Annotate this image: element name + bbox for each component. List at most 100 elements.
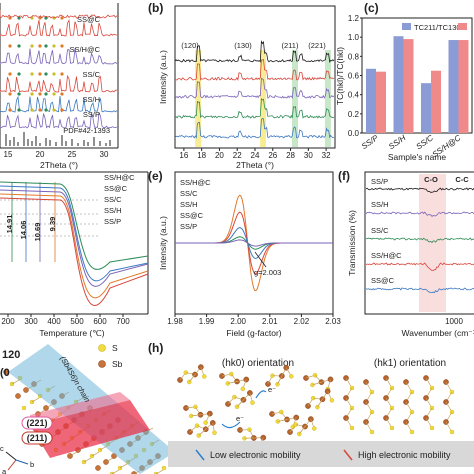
d-xtick-label: 200: [1, 317, 15, 326]
a-xlabel: 2Theta (°): [40, 160, 78, 170]
h-left-unit: [225, 390, 255, 409]
a-xtick: 30: [100, 150, 109, 159]
g-axis-a-line: [7, 459, 17, 471]
f-trace-2: [365, 211, 474, 217]
c-xtick-label: SS/C: [414, 133, 435, 151]
e-xtick-label: 2.01: [262, 317, 278, 326]
h-left-bond: [188, 366, 202, 383]
c-bar: [366, 68, 376, 133]
h-right-s-atom: [389, 425, 395, 431]
a-peak-marker: [8, 72, 12, 76]
h-right-s-atom: [449, 429, 455, 435]
h-electron-path-1: [255, 390, 267, 399]
d-xtick-label: 300: [24, 317, 38, 326]
c-bar: [403, 39, 414, 134]
g-bond: [69, 451, 78, 457]
e-xlabel: Field (g-factor): [226, 328, 281, 338]
h-legend-high: High electronic mobility: [358, 450, 451, 460]
panel-b: (b) (120) (130) (211) (221) 16 18 20 22 24 26…: [148, 1, 336, 170]
a-peak-marker: [30, 92, 34, 96]
c-ylabel: TC(hkl)/TC(hkl): [335, 47, 345, 105]
b-peak-label: (211): [282, 41, 299, 50]
e-xtick-label: 2.02: [294, 317, 310, 326]
g-bond: [31, 397, 40, 403]
a-legend-4: SS/H: [82, 95, 100, 104]
g-211-label: (211): [27, 433, 48, 443]
f-xlabel: Wavenumber (cm⁻¹): [402, 328, 474, 338]
g-marker-1: 120: [2, 349, 20, 361]
b-xtick-label: 22: [233, 151, 242, 160]
a-peak-marker: [8, 108, 12, 112]
g-s-atom: [21, 405, 27, 411]
a-legend-6: PDF#42-1393: [63, 126, 110, 135]
g-211-plane: [30, 400, 150, 458]
b-trace-3: [174, 77, 335, 99]
panel-h: (h) (hk0) orientation (hk1) orientation …: [148, 341, 474, 467]
e-legend-5: SS/P: [180, 222, 197, 231]
panel-d: SS/H@C SS@C SS/C SS/H SS/P 14.91 14.06 1…: [0, 171, 149, 338]
e-xtick-label: 2.00: [230, 317, 246, 326]
h-left-unit: [219, 371, 250, 392]
a-peak-marker: [60, 72, 64, 76]
h-left-s-atom: [315, 404, 320, 410]
h-left-bond: [191, 413, 210, 417]
g-bond: [11, 379, 20, 385]
f-legend-3: SS/C: [371, 226, 389, 235]
g-marker-2: (0: [0, 367, 10, 379]
a-trace-5: [0, 112, 118, 129]
b-peak-label: (130): [234, 41, 252, 50]
d-legend-1: SS/H@C: [104, 173, 135, 182]
g-bond: [83, 457, 92, 463]
c-ytick-label: 0.8: [348, 52, 360, 61]
g-axis-c-line: [5, 451, 17, 461]
g-legend-s: S: [112, 343, 118, 353]
a-peak-marker: [38, 44, 42, 48]
h-title-1: (hk0) orientation: [222, 358, 294, 369]
b-xtick-label: 26: [268, 151, 277, 160]
c-xtick-label: SS/P: [360, 133, 381, 151]
e-annotation: g=2.003: [254, 268, 281, 277]
g-221-badge: [21, 416, 53, 430]
g-s-atom: [161, 465, 167, 471]
h-right-s-atom: [349, 425, 355, 431]
f-band-label-1: C-O: [424, 175, 438, 184]
b-peak-band: [260, 50, 266, 147]
c-bar: [421, 83, 431, 133]
e-xtick-label: 1.98: [167, 317, 183, 326]
h-left-unit: [303, 373, 334, 392]
panel-e: (e) SS/H@C SS/C SS/H SS@C SS/P g=2.003 1…: [148, 169, 341, 338]
d-legend-2: SS@C: [104, 184, 128, 193]
d-legend-5: SS/P: [104, 217, 121, 226]
d-annot-4: 9.39: [48, 217, 57, 232]
e-ylabel: Intensity (a.u.): [158, 216, 168, 270]
f-band-shade: [419, 174, 446, 312]
a-peak-marker: [17, 92, 21, 96]
d-xlabel: Temperature (℃): [39, 328, 104, 338]
b-peak-band: [324, 50, 331, 147]
a-peak-marker: [17, 44, 21, 48]
b-peak-label: (221): [308, 41, 326, 50]
h-right-s-atom: [429, 425, 435, 431]
f-ylabel: Transmission (%): [347, 210, 357, 276]
a-legend-5: SS/P: [83, 110, 100, 119]
e-xtick-label: 1.99: [199, 317, 215, 326]
e-trace-5: [175, 239, 333, 247]
a-peak-marker: [8, 44, 12, 48]
a-peak-marker: [30, 72, 34, 76]
e-legend-3: SS/H: [180, 200, 198, 209]
g-211-badge: [21, 431, 53, 445]
b-xtick-label: 24: [251, 151, 260, 160]
c-bar: [458, 40, 469, 133]
a-legend-1: SS@C: [77, 15, 101, 24]
a-peak-marker: [44, 44, 48, 48]
g-axis-c: c: [0, 444, 4, 453]
b-trace-2: [175, 59, 335, 81]
h-left-bond: [244, 437, 264, 439]
g-axis-a: a: [2, 467, 7, 474]
a-peak-marker: [60, 44, 64, 48]
panel-g: 120 (0 S Sb (Sb4S6)n chain (221) (211) c…: [0, 343, 175, 474]
b-xtick-label: 30: [304, 151, 313, 160]
h-legend-low: Low electronic mobility: [210, 450, 301, 460]
a-peak-marker: [60, 92, 64, 96]
b-trace-5: [174, 118, 335, 139]
